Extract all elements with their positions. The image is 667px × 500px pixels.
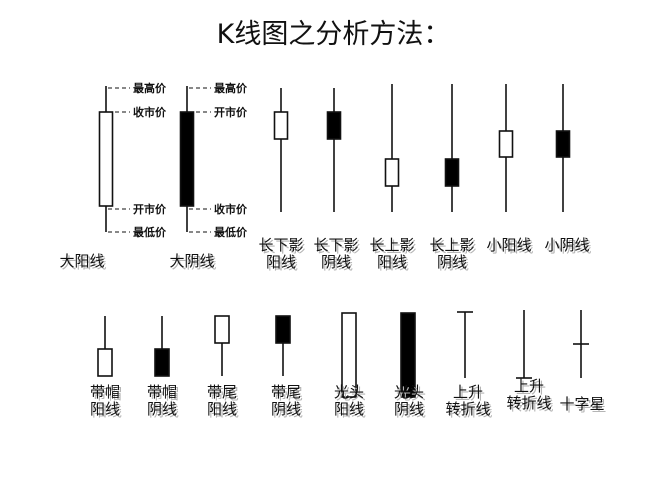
long-lower-shadow-yang-label: 阳线 <box>266 253 296 271</box>
rising-reversal-label-shadow: 上升 <box>455 385 485 403</box>
tailed-yin-label: 阴线 <box>271 400 301 418</box>
capped-yin-label: 带帽 <box>147 383 177 401</box>
long-upper-shadow-yin-body <box>444 158 460 187</box>
bald-yang-label: 阳线 <box>334 400 364 418</box>
long-lower-shadow-yang-label-shadow: 阳线 <box>268 255 298 273</box>
falling-reversal-label-shadow: 转折线 <box>508 396 553 414</box>
big-yang-label-shadow: 大阳线 <box>61 254 106 272</box>
long-lower-shadow-yin-body <box>326 111 342 140</box>
big-yin-low-label: 最低价 <box>214 225 248 239</box>
capped-yang-label-shadow: 阳线 <box>92 402 122 420</box>
big-yang-low-label: 最低价 <box>133 225 167 239</box>
capped-yang-body <box>97 348 113 377</box>
long-lower-shadow-yang-body <box>273 111 289 140</box>
long-upper-shadow-yin-label: 长上影 <box>429 236 474 254</box>
long-upper-shadow-yang-label-shadow: 阳线 <box>379 255 409 273</box>
tailed-yang-label-shadow: 带尾 <box>209 385 239 403</box>
capped-yang-label: 带帽 <box>90 383 120 401</box>
big-yin-label: 大阴线 <box>169 252 214 270</box>
big-yin-label-shadow: 大阴线 <box>171 254 216 272</box>
big-yang-open-label: 开市价 <box>133 202 167 216</box>
big-yang-close-label: 收市价 <box>133 105 167 119</box>
long-lower-shadow-yang-label-shadow: 长下影 <box>260 238 305 256</box>
falling-reversal-label: 上升 <box>514 377 544 395</box>
tailed-yin-label-shadow: 阴线 <box>273 402 303 420</box>
small-yang-body <box>498 130 514 158</box>
long-upper-shadow-yang-label: 阳线 <box>377 253 407 271</box>
rising-reversal-label-shadow: 转折线 <box>447 402 492 420</box>
bald-yin-label-shadow: 阴线 <box>396 402 426 420</box>
tailed-yang-body <box>214 315 230 344</box>
rising-reversal-label: 上升 <box>453 383 483 401</box>
rising-reversal-label: 转折线 <box>445 400 490 418</box>
long-upper-shadow-yang-label: 长上影 <box>369 236 414 254</box>
tailed-yin-label: 带尾 <box>271 383 301 401</box>
big-yin-close-label: 收市价 <box>214 202 248 216</box>
page-title: K线图之分析方法： <box>216 19 451 50</box>
bald-yang-label-shadow: 光头 <box>336 385 366 403</box>
bald-yang-label-shadow: 阳线 <box>336 402 366 420</box>
small-yang-label-shadow: 小阳线 <box>488 238 533 256</box>
long-upper-shadow-yang-body <box>384 158 400 187</box>
capped-yin-body <box>154 348 170 377</box>
doji-cross-label: 十字星 <box>559 395 604 413</box>
bald-yin-body <box>400 312 416 398</box>
big-yin-high-label: 最高价 <box>214 81 248 95</box>
long-lower-shadow-yin-label: 长下影 <box>313 236 358 254</box>
tailed-yang-label: 阳线 <box>207 400 237 418</box>
big-yang-body <box>98 111 114 207</box>
doji-cross-label-shadow: 十字星 <box>561 397 606 415</box>
capped-yang-label: 阳线 <box>90 400 120 418</box>
long-lower-shadow-yang-label: 长下影 <box>258 236 303 254</box>
big-yin-body <box>179 111 195 207</box>
long-lower-shadow-yin-label-shadow: 长下影 <box>315 238 360 256</box>
tailed-yin-body <box>275 315 291 344</box>
small-yin-label: 小阴线 <box>544 236 589 254</box>
long-lower-shadow-yin-label-shadow: 阴线 <box>323 255 353 273</box>
long-upper-shadow-yin-label-shadow: 长上影 <box>431 238 476 256</box>
bald-yin-label: 光头 <box>394 383 424 401</box>
tailed-yin-label-shadow: 带尾 <box>273 385 303 403</box>
long-upper-shadow-yin-label-shadow: 阴线 <box>439 255 469 273</box>
tailed-yang-label-shadow: 阳线 <box>209 402 239 420</box>
bald-yin-label: 阴线 <box>394 400 424 418</box>
capped-yin-label-shadow: 带帽 <box>149 385 179 403</box>
long-upper-shadow-yin-label: 阴线 <box>437 253 467 271</box>
small-yang-label: 小阳线 <box>486 236 531 254</box>
big-yang-high-label: 最高价 <box>133 81 167 95</box>
falling-reversal-label-shadow: 上升 <box>516 379 546 397</box>
bald-yang-body <box>341 312 357 398</box>
bald-yin-label-shadow: 光头 <box>396 385 426 403</box>
capped-yin-label: 阴线 <box>147 400 177 418</box>
bald-yang-label: 光头 <box>334 383 364 401</box>
capped-yin-label-shadow: 阴线 <box>149 402 179 420</box>
small-yin-label-shadow: 小阴线 <box>546 238 591 256</box>
long-upper-shadow-yang-label-shadow: 长上影 <box>371 238 416 256</box>
big-yang-label: 大阳线 <box>59 252 104 270</box>
tailed-yang-label: 带尾 <box>207 383 237 401</box>
small-yin-body <box>555 130 571 158</box>
falling-reversal-label: 转折线 <box>506 394 551 412</box>
capped-yang-label-shadow: 带帽 <box>92 385 122 403</box>
big-yin-open-label: 开市价 <box>214 105 248 119</box>
long-lower-shadow-yin-label: 阴线 <box>321 253 351 271</box>
